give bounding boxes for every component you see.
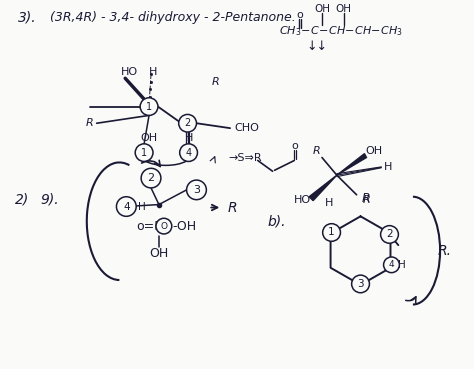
Text: →S⇒R: →S⇒R	[228, 152, 262, 162]
Circle shape	[117, 197, 136, 216]
Circle shape	[187, 180, 206, 200]
Text: b).: b).	[268, 214, 286, 228]
Text: 3: 3	[193, 185, 200, 195]
Text: R: R	[86, 118, 94, 128]
Text: R: R	[313, 146, 321, 156]
Text: o: o	[296, 10, 302, 20]
Text: OH: OH	[336, 4, 352, 14]
Circle shape	[179, 114, 197, 132]
Text: 1: 1	[328, 227, 335, 238]
Circle shape	[141, 168, 161, 188]
Text: H: H	[398, 260, 406, 270]
Circle shape	[135, 144, 153, 162]
Text: 1: 1	[141, 148, 147, 158]
Text: 2: 2	[386, 230, 393, 239]
Circle shape	[156, 218, 172, 234]
Circle shape	[180, 144, 198, 162]
Text: OH: OH	[140, 133, 158, 143]
Circle shape	[381, 225, 398, 243]
Text: -OH: -OH	[173, 220, 197, 232]
Text: OH: OH	[366, 146, 383, 156]
Text: HO: HO	[121, 67, 138, 77]
Text: H: H	[138, 201, 146, 211]
Text: o=P: o=P	[136, 220, 162, 232]
Text: H: H	[325, 198, 333, 208]
Circle shape	[352, 275, 369, 293]
Circle shape	[383, 257, 400, 273]
Text: OH: OH	[149, 247, 169, 260]
Text: 4: 4	[389, 260, 394, 269]
Text: R: R	[211, 77, 219, 87]
Text: 3: 3	[357, 279, 364, 289]
Text: OH: OH	[314, 4, 330, 14]
Text: R: R	[361, 192, 370, 205]
Polygon shape	[309, 175, 337, 201]
Text: 9).: 9).	[40, 193, 59, 207]
Circle shape	[140, 98, 158, 115]
Text: R: R	[363, 195, 370, 205]
Text: 4: 4	[123, 201, 129, 211]
Polygon shape	[337, 154, 366, 175]
Text: CHO: CHO	[234, 123, 259, 133]
Text: o: o	[291, 141, 298, 151]
Text: 2): 2)	[15, 193, 29, 207]
Text: 1: 1	[146, 101, 152, 111]
Text: H: H	[184, 133, 193, 143]
Text: O: O	[160, 222, 167, 231]
Text: ↓↓: ↓↓	[306, 40, 327, 54]
Text: 2: 2	[147, 173, 155, 183]
Text: 2: 2	[184, 118, 191, 128]
Text: R: R	[227, 200, 237, 214]
Text: $CH_3\!-\!C\!-\!CH\!-\!CH\!-\!CH_3$: $CH_3\!-\!C\!-\!CH\!-\!CH\!-\!CH_3$	[280, 24, 403, 38]
Circle shape	[323, 224, 340, 241]
Text: HO: HO	[294, 195, 311, 205]
Text: R.: R.	[438, 244, 452, 258]
Text: 4: 4	[185, 148, 191, 158]
Text: (3R,4R) - 3,4- dihydroxy - 2-Pentanone.: (3R,4R) - 3,4- dihydroxy - 2-Pentanone.	[50, 11, 296, 24]
Text: H: H	[384, 162, 392, 172]
Text: H: H	[149, 67, 157, 77]
Text: 3).: 3).	[18, 10, 36, 24]
